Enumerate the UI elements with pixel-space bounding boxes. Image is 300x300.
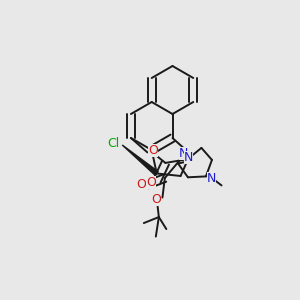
Text: O: O — [152, 194, 161, 206]
Text: O: O — [146, 176, 156, 189]
Text: N: N — [179, 147, 188, 160]
Polygon shape — [122, 145, 158, 175]
Text: N: N — [207, 172, 216, 185]
Text: N: N — [184, 151, 193, 164]
Text: O: O — [136, 178, 146, 190]
Text: Cl: Cl — [107, 137, 119, 150]
Text: O: O — [148, 144, 158, 157]
